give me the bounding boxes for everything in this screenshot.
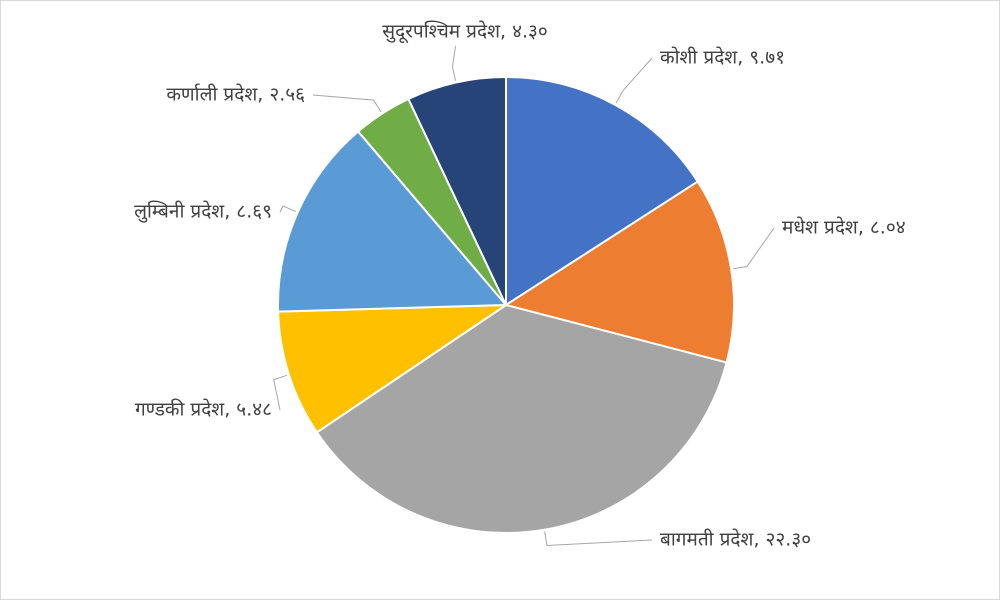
- pie-slice: [407, 75, 507, 306]
- leader-line: [615, 57, 653, 104]
- data-label: लुम्बिनी प्रदेश, ८.६९: [134, 200, 272, 224]
- leader-line: [279, 205, 297, 213]
- data-label: बागमती प्रदेश, २२.३०: [660, 528, 811, 551]
- data-label: कर्णाली प्रदेश, २.५६: [166, 83, 305, 106]
- pie-slice: [503, 180, 735, 364]
- data-label: सुदूरपश्चिम प्रदेश, ४.३०: [382, 20, 548, 44]
- pie-slice: [315, 303, 728, 534]
- data-label: गण्डकी प्रदेश, ५.४८: [135, 398, 272, 421]
- leader-line: [273, 374, 288, 411]
- leader-line: [544, 531, 653, 547]
- leader-line: [451, 45, 457, 81]
- leader-line: [312, 94, 382, 113]
- data-label: मधेश प्रदेश, ८.०४: [782, 216, 906, 239]
- leader-line: [733, 227, 775, 270]
- pie-slice: [277, 303, 510, 434]
- pie-slice: [505, 75, 700, 307]
- data-label: कोशी प्रदेश, ९.७१: [660, 46, 785, 69]
- pie-slice: [277, 130, 509, 313]
